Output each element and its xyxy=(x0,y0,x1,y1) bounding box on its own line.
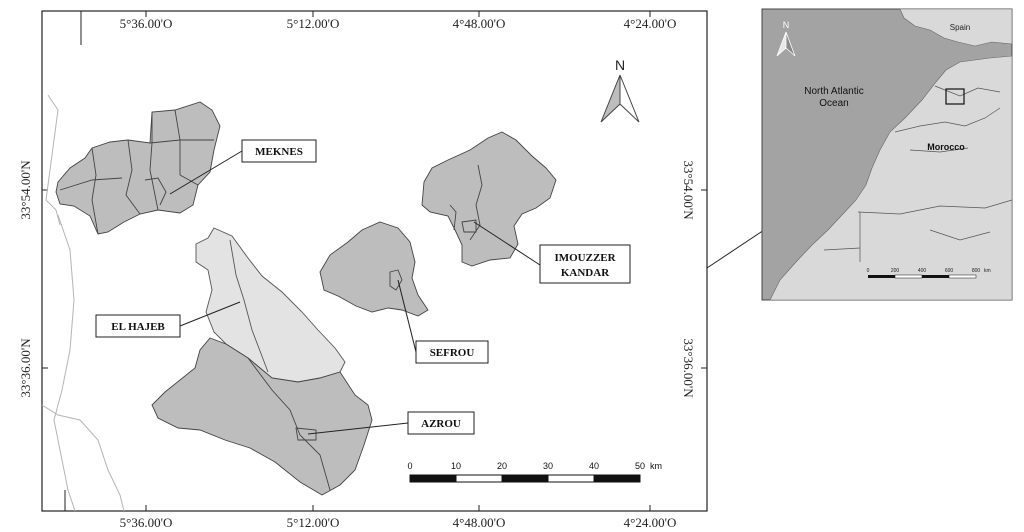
label-azrou-text: AZROU xyxy=(421,418,461,430)
bottom-coord-2: 5°12.00'O xyxy=(287,515,340,530)
north-label: N xyxy=(615,57,625,73)
label-el-hajeb: EL HAJEB xyxy=(95,314,181,338)
label-el-hajeb-text: EL HAJEB xyxy=(111,321,165,333)
label-meknes: MEKNES xyxy=(241,139,317,163)
north-arrow-icon: N xyxy=(600,57,640,123)
right-coordinate-ticks xyxy=(701,189,707,369)
scale-unit: km xyxy=(650,461,662,471)
meknes-province xyxy=(55,101,221,235)
scale-tick-30: 30 xyxy=(543,461,553,471)
label-imouzzer-kandar: IMOUZZER KANDAR xyxy=(539,244,631,284)
scale-tick-20: 20 xyxy=(497,461,507,471)
inset-spain-label: Spain xyxy=(950,23,970,32)
label-imouzzer-line2: KANDAR xyxy=(561,267,610,279)
bottom-coord-4: 4°24.00'O xyxy=(624,515,677,530)
right-coord-1: 33°54.00'N xyxy=(681,160,696,220)
leader-lines xyxy=(169,150,541,435)
bottom-coord-3: 4°48.00'O xyxy=(453,515,506,530)
label-azrou: AZROU xyxy=(407,411,475,435)
top-coord-1: 5°36.00'O xyxy=(120,16,173,31)
top-coordinate-ticks xyxy=(80,11,651,45)
right-coord-2: 33°36.00'N xyxy=(681,338,696,398)
scale-tick-10: 10 xyxy=(451,461,461,471)
top-coord-4: 4°24.00'O xyxy=(624,16,677,31)
label-imouzzer-line1: IMOUZZER xyxy=(554,252,616,264)
inset-ocean-line2: Ocean xyxy=(819,98,848,109)
left-coord-2: 33°36.00'N xyxy=(18,338,33,398)
inset-spain-land xyxy=(899,8,1013,47)
label-sefrou: SEFROU xyxy=(415,340,489,364)
imouzzer-kandar-province xyxy=(421,131,557,267)
inset-study-area-box xyxy=(945,88,965,105)
label-sefrou-text: SEFROU xyxy=(430,347,475,359)
scale-tick-0: 0 xyxy=(407,461,412,471)
bottom-coordinate-ticks xyxy=(64,490,651,511)
inset-morocco-label: Morocco xyxy=(927,142,965,152)
inset-borders xyxy=(823,85,1013,262)
inset-ocean-line1: North Atlantic xyxy=(804,86,863,97)
inset-scale-tick-200: 200 xyxy=(891,268,900,274)
main-map: 5°36.00'O 5°12.00'O 4°48.00'O 4°24.00'O … xyxy=(18,10,708,530)
top-coord-3: 4°48.00'O xyxy=(453,16,506,31)
inset-north-label: N xyxy=(783,20,790,30)
inset-scale-tick-800: 800 xyxy=(972,268,981,274)
top-coord-2: 5°12.00'O xyxy=(287,16,340,31)
scale-bar xyxy=(409,474,641,483)
label-meknes-text: MEKNES xyxy=(255,146,303,158)
background-boundaries xyxy=(41,94,125,512)
inset-north-arrow-icon: N xyxy=(776,20,796,57)
inset-scale-tick-600: 600 xyxy=(945,268,954,274)
left-coord-1: 33°54.00'N xyxy=(18,160,33,220)
scale-tick-50: 50 xyxy=(635,461,645,471)
scale-tick-40: 40 xyxy=(589,461,599,471)
inset-map: N Spain North Atlantic Ocean Morocco 0 2… xyxy=(761,8,1013,301)
azrou-province xyxy=(151,337,373,496)
inset-scale-bar xyxy=(868,274,977,279)
inset-scale-tick-400: 400 xyxy=(918,268,927,274)
inset-africa-land xyxy=(769,55,1013,301)
inset-scale-unit: km xyxy=(984,268,991,274)
el-hajeb-inner-line xyxy=(229,239,269,373)
inset-scale-tick-0: 0 xyxy=(867,268,870,274)
bottom-coord-1: 5°36.00'O xyxy=(120,515,173,530)
